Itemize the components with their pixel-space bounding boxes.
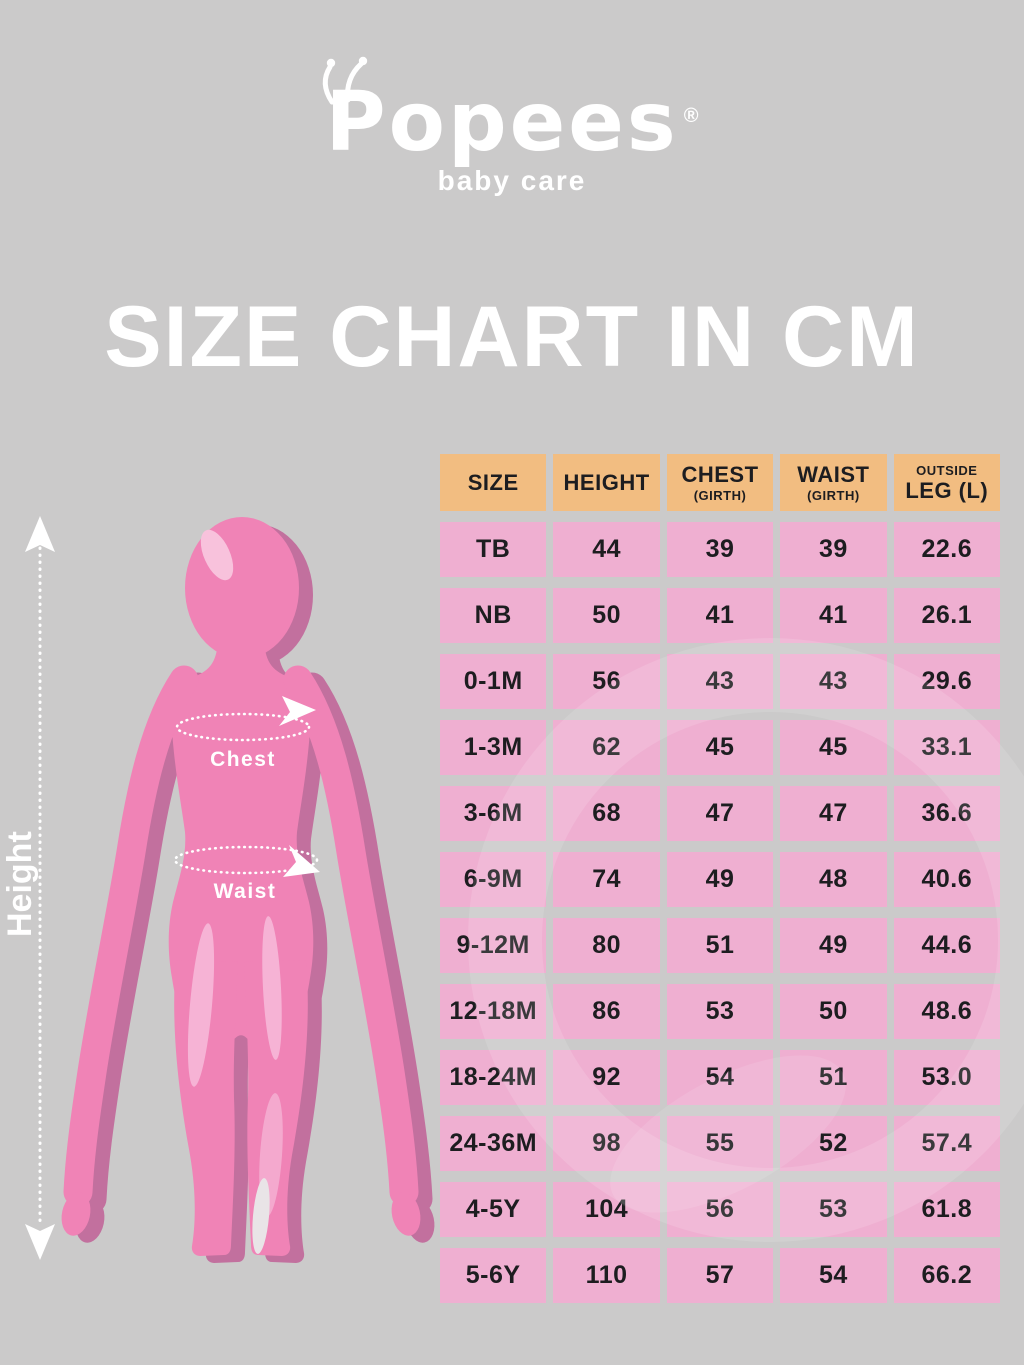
size-cell: 6-9M bbox=[440, 852, 547, 907]
page-title: SIZE CHART IN CM bbox=[104, 289, 920, 385]
value-cell: 53 bbox=[666, 984, 774, 1039]
value-cell: 43 bbox=[780, 654, 887, 709]
size-cell: NB bbox=[440, 588, 547, 643]
value-cell: 53.0 bbox=[893, 1050, 1000, 1105]
value-cell: 56 bbox=[666, 1182, 774, 1237]
size-cell: 4-5Y bbox=[440, 1182, 547, 1237]
value-cell: 49 bbox=[780, 918, 887, 973]
value-cell: 47 bbox=[666, 786, 774, 841]
chest-measure: Chest bbox=[175, 696, 316, 771]
waist-label: Waist bbox=[214, 880, 277, 903]
value-cell: 51 bbox=[666, 918, 774, 973]
value-cell: 54 bbox=[780, 1248, 887, 1303]
value-cell: 55 bbox=[666, 1116, 774, 1171]
value-cell: 110 bbox=[553, 1248, 660, 1303]
value-cell: 41 bbox=[666, 588, 774, 643]
value-cell: 49 bbox=[666, 852, 774, 907]
value-cell: 43 bbox=[666, 654, 774, 709]
size-cell: 1-3M bbox=[440, 720, 547, 775]
value-cell: 92 bbox=[553, 1050, 660, 1105]
value-cell: 51 bbox=[780, 1050, 887, 1105]
value-cell: 39 bbox=[780, 522, 887, 577]
value-cell: 56 bbox=[553, 654, 660, 709]
size-cell: 5-6Y bbox=[440, 1248, 547, 1303]
value-cell: 80 bbox=[553, 918, 660, 973]
value-cell: 52 bbox=[780, 1116, 887, 1171]
value-cell: 104 bbox=[553, 1182, 660, 1237]
value-cell: 61.8 bbox=[893, 1182, 1000, 1237]
value-cell: 66.2 bbox=[893, 1248, 1000, 1303]
chest-label: Chest bbox=[210, 748, 276, 771]
height-measure: Height bbox=[1, 516, 55, 1260]
value-cell: 22.6 bbox=[893, 522, 1000, 577]
value-cell: 57 bbox=[666, 1248, 774, 1303]
value-cell: 50 bbox=[553, 588, 660, 643]
height-label: Height bbox=[1, 831, 39, 937]
value-cell: 68 bbox=[553, 786, 660, 841]
value-cell: 47 bbox=[780, 786, 887, 841]
value-cell: 48 bbox=[780, 852, 887, 907]
size-cell: 18-24M bbox=[440, 1050, 547, 1105]
value-cell: 45 bbox=[666, 720, 774, 775]
size-table: SIZE HEIGHT CHEST (GIRTH) WAIST (GIRTH) OUTSID… bbox=[440, 454, 1000, 1303]
value-cell: 74 bbox=[553, 852, 660, 907]
height-arrow-up-icon bbox=[25, 516, 55, 552]
value-cell: 57.4 bbox=[893, 1116, 1000, 1171]
value-cell: 50 bbox=[780, 984, 887, 1039]
column-header: HEIGHT bbox=[553, 454, 660, 511]
brand-tagline: baby care bbox=[437, 165, 587, 196]
figure-highlights bbox=[187, 529, 283, 1254]
height-arrow-down-icon bbox=[25, 1224, 55, 1260]
column-header: CHEST (GIRTH) bbox=[666, 454, 774, 511]
value-cell: 98 bbox=[553, 1116, 660, 1171]
value-cell: 39 bbox=[666, 522, 774, 577]
size-cell: 9-12M bbox=[440, 918, 547, 973]
value-cell: 86 bbox=[553, 984, 660, 1039]
waist-arrow-icon bbox=[283, 845, 320, 877]
chest-arrow-icon bbox=[279, 696, 316, 726]
size-cell: TB bbox=[440, 522, 547, 577]
value-cell: 29.6 bbox=[893, 654, 1000, 709]
value-cell: 45 bbox=[780, 720, 887, 775]
size-cell: 12-18M bbox=[440, 984, 547, 1039]
column-header: OUTSIDE LEG (L) bbox=[893, 454, 1000, 511]
registered-mark-icon: ® bbox=[683, 105, 699, 127]
brand-name: Popees bbox=[325, 75, 679, 170]
size-cell: 3-6M bbox=[440, 786, 547, 841]
value-cell: 36.6 bbox=[893, 786, 1000, 841]
brand-logo: Popees ® baby care bbox=[0, 56, 1024, 197]
waist-measure: Waist bbox=[173, 845, 320, 903]
value-cell: 62 bbox=[553, 720, 660, 775]
butterfly-antennae-icon bbox=[322, 56, 367, 105]
column-header: SIZE bbox=[440, 454, 547, 511]
column-header: WAIST (GIRTH) bbox=[780, 454, 887, 511]
baby-mannequin-figure: Chest Waist Height bbox=[1, 516, 435, 1263]
value-cell: 40.6 bbox=[893, 852, 1000, 907]
size-cell: 24-36M bbox=[440, 1116, 547, 1171]
value-cell: 44 bbox=[553, 522, 660, 577]
value-cell: 33.1 bbox=[893, 720, 1000, 775]
value-cell: 26.1 bbox=[893, 588, 1000, 643]
value-cell: 54 bbox=[666, 1050, 774, 1105]
brand-wordmark: Popees ® bbox=[322, 56, 699, 164]
value-cell: 48.6 bbox=[893, 984, 1000, 1039]
value-cell: 41 bbox=[780, 588, 887, 643]
value-cell: 44.6 bbox=[893, 918, 1000, 973]
value-cell: 53 bbox=[780, 1182, 887, 1237]
size-cell: 0-1M bbox=[440, 654, 547, 709]
